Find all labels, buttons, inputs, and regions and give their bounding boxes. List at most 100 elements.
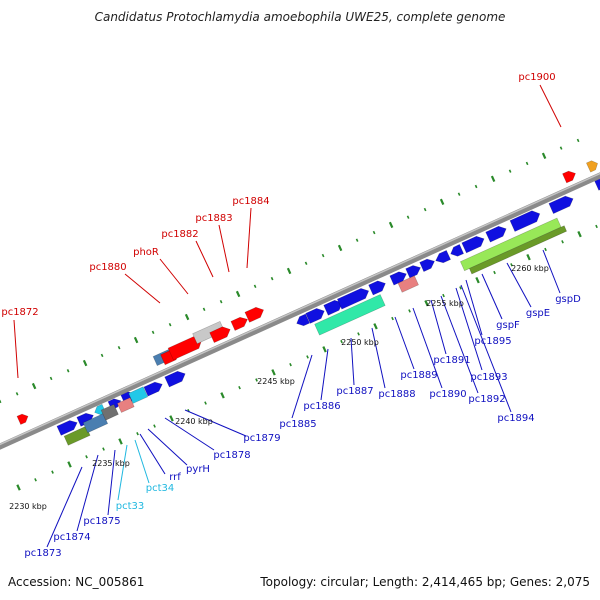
gene-feature bbox=[450, 243, 464, 257]
tick-mark bbox=[31, 382, 37, 390]
tick-mark bbox=[286, 267, 292, 275]
gene-label-pc1884: pc1884 bbox=[232, 196, 269, 207]
tick-mark bbox=[508, 169, 512, 173]
tick-mark bbox=[541, 152, 547, 159]
tick-mark bbox=[490, 175, 496, 183]
tick-mark bbox=[133, 336, 139, 344]
gene-feature bbox=[230, 316, 248, 331]
tick-marks bbox=[0, 138, 598, 491]
tick-mark bbox=[15, 392, 19, 396]
label-leader bbox=[159, 258, 189, 295]
label-leader bbox=[394, 316, 415, 370]
label-leader bbox=[481, 273, 503, 320]
genome-line-highlight bbox=[0, 172, 600, 446]
gene-feature bbox=[143, 381, 163, 397]
gene-feature bbox=[548, 195, 574, 214]
gene-label-pc1880: pc1880 bbox=[89, 262, 126, 273]
gene-feature bbox=[368, 280, 386, 296]
label-leader bbox=[117, 444, 128, 501]
gene-label-pc1895: pc1895 bbox=[474, 336, 511, 347]
tick-mark bbox=[202, 307, 206, 312]
tick-mark bbox=[102, 447, 105, 451]
label-leader bbox=[124, 273, 161, 304]
gene-label-pc1879: pc1879 bbox=[243, 433, 280, 444]
scale-label: 2250 kbp bbox=[341, 338, 379, 347]
tick-mark bbox=[270, 276, 274, 281]
label-leader bbox=[46, 466, 83, 548]
scale-label: 2245 kbp bbox=[257, 377, 295, 386]
gene-label-pc1885: pc1885 bbox=[279, 419, 316, 430]
gene-label-pc1889: pc1889 bbox=[400, 370, 437, 381]
accession-text: Accession: NC_005861 bbox=[8, 575, 145, 589]
gene-feature bbox=[209, 326, 231, 343]
gene-features bbox=[16, 160, 600, 446]
label-leader-lines bbox=[13, 84, 562, 548]
tick-mark bbox=[442, 293, 445, 298]
tick-mark bbox=[576, 138, 580, 143]
genome-line bbox=[0, 172, 600, 450]
tick-mark bbox=[355, 238, 359, 242]
gene-label-pc1874: pc1874 bbox=[53, 532, 90, 543]
label-leader bbox=[320, 348, 329, 401]
gene-feature bbox=[16, 413, 29, 425]
label-leader bbox=[465, 279, 483, 336]
label-leader bbox=[291, 354, 313, 419]
gene-feature bbox=[116, 397, 135, 413]
tick-mark bbox=[168, 322, 172, 327]
gene-feature bbox=[389, 271, 407, 286]
label-leader bbox=[184, 409, 247, 437]
tick-mark bbox=[322, 346, 327, 353]
tick-mark bbox=[85, 455, 88, 459]
tick-mark bbox=[51, 470, 54, 474]
tick-mark bbox=[424, 300, 429, 307]
tick-mark bbox=[526, 253, 531, 261]
tick-mark bbox=[204, 401, 207, 405]
tick-mark bbox=[372, 230, 376, 235]
tick-mark bbox=[408, 309, 411, 313]
tick-mark bbox=[510, 263, 513, 267]
gene-label-pc1890: pc1890 bbox=[429, 389, 466, 400]
gene-feature bbox=[305, 308, 325, 324]
gene-label-pct33: pct33 bbox=[116, 501, 145, 512]
gene-feature bbox=[100, 404, 119, 421]
tick-mark bbox=[184, 313, 190, 321]
label-leader bbox=[371, 327, 386, 389]
tick-mark bbox=[100, 353, 104, 358]
tick-mark bbox=[289, 362, 292, 367]
label-leader bbox=[430, 299, 447, 355]
gene-label-pc1886: pc1886 bbox=[303, 401, 340, 412]
tick-mark bbox=[67, 461, 72, 468]
tick-mark bbox=[357, 332, 360, 336]
tick-mark bbox=[340, 339, 343, 344]
scale-label: 2235 kbp bbox=[92, 459, 130, 468]
label-leader bbox=[107, 449, 116, 516]
tick-mark bbox=[321, 253, 325, 258]
gene-label-gspe: gspE bbox=[526, 308, 550, 319]
gene-feature bbox=[244, 306, 265, 323]
tick-mark bbox=[169, 415, 174, 422]
gene-label-pc1873: pc1873 bbox=[24, 548, 61, 559]
tick-mark bbox=[595, 224, 598, 229]
tick-mark bbox=[561, 240, 564, 244]
gene-label-pc1872: pc1872 bbox=[1, 307, 38, 318]
gene-label-phor: phoR bbox=[133, 247, 159, 258]
label-leader bbox=[139, 433, 166, 475]
gene-feature bbox=[594, 178, 600, 191]
tick-mark bbox=[271, 369, 276, 376]
gene-label-pc1900: pc1900 bbox=[518, 72, 555, 83]
gene-feature bbox=[82, 413, 109, 434]
tick-mark bbox=[577, 230, 582, 238]
gene-feature bbox=[461, 235, 485, 254]
tick-mark bbox=[136, 432, 139, 436]
label-leader bbox=[246, 207, 252, 269]
label-leader bbox=[539, 84, 562, 128]
gene-label-pc1893: pc1893 bbox=[470, 372, 507, 383]
gene-feature bbox=[509, 210, 541, 232]
gene-label-pc1883: pc1883 bbox=[195, 213, 232, 224]
gene-label-pc1888: pc1888 bbox=[378, 389, 415, 400]
scale-labels: 2230 kbp 2235 kbp 2240 kbp 2245 kbp 2250 kbp… bbox=[9, 264, 549, 511]
gene-label-pc1892: pc1892 bbox=[468, 394, 505, 405]
scale-label: 2230 kbp bbox=[9, 502, 47, 511]
label-leader bbox=[164, 417, 215, 451]
